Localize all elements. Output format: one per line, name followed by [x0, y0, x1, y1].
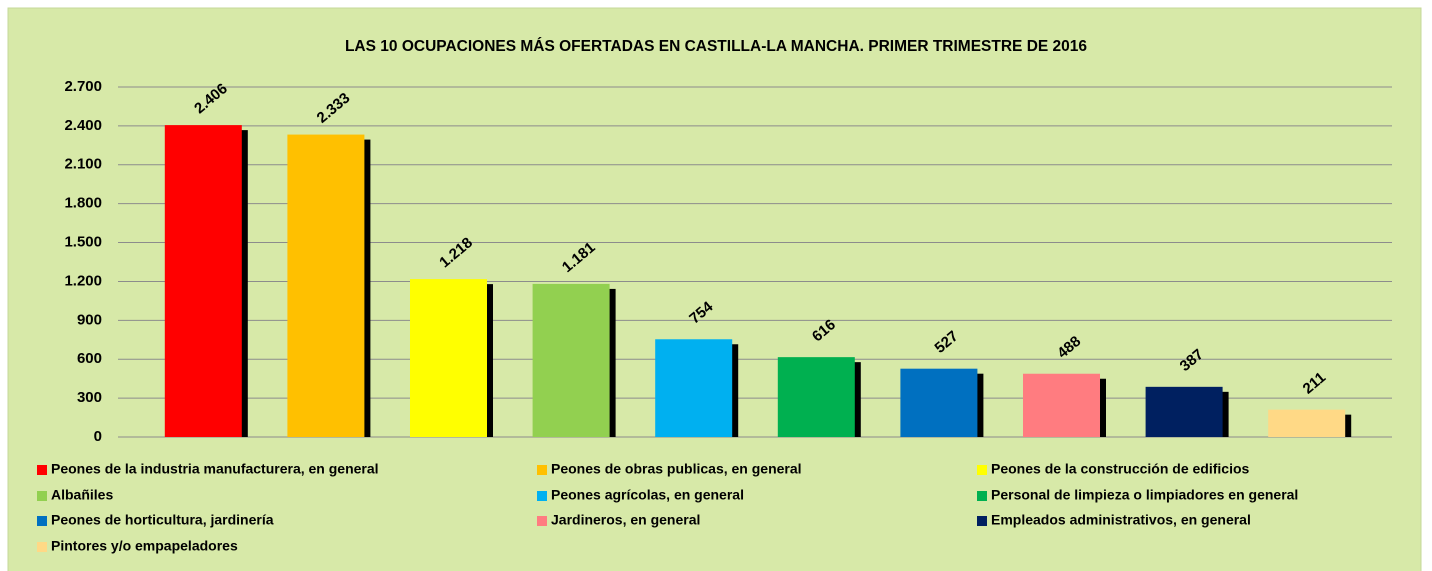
y-tick-label: 1.800 — [64, 195, 102, 212]
legend-label: Peones de horticultura, jardinería — [51, 512, 274, 528]
legend-label: Albañiles — [51, 487, 113, 503]
bar — [777, 357, 855, 437]
y-tick-label: 1.200 — [64, 272, 102, 289]
legend-swatch — [977, 465, 987, 475]
y-tick-label: 600 — [77, 350, 102, 367]
legend-label: Pintores y/o empapeladores — [51, 538, 238, 554]
legend-label: Empleados administrativos, en general — [991, 512, 1251, 528]
legend-swatch — [537, 465, 547, 475]
bar — [900, 368, 978, 437]
legend-swatch — [37, 491, 47, 501]
legend-label: Peones agrícolas, en general — [551, 487, 744, 503]
bar — [164, 125, 242, 437]
y-tick-label: 900 — [77, 311, 102, 328]
chart-title: LAS 10 OCUPACIONES MÁS OFERTADAS EN CAST… — [345, 38, 1087, 55]
legend-swatch — [977, 516, 987, 526]
legend-label: Personal de limpieza o limpiadores en ge… — [991, 487, 1298, 503]
y-tick-label: 2.700 — [64, 78, 102, 95]
legend-swatch — [37, 465, 47, 475]
bar — [1268, 409, 1346, 437]
legend-label: Peones de obras publicas, en general — [551, 461, 802, 477]
y-tick-label: 0 — [94, 428, 102, 445]
y-tick-label: 300 — [77, 389, 102, 406]
legend-swatch — [977, 491, 987, 501]
bar — [532, 283, 610, 437]
legend-label: Peones de la industria manufacturera, en… — [51, 461, 379, 477]
y-tick-label: 2.400 — [64, 117, 102, 134]
legend-label: Peones de la construcción de edificios — [991, 461, 1250, 477]
legend-swatch — [37, 516, 47, 526]
bar — [287, 134, 365, 437]
bar — [1023, 373, 1100, 437]
legend-swatch — [537, 516, 547, 526]
y-tick-label: 1.500 — [64, 234, 102, 251]
bar — [655, 339, 733, 437]
legend-label: Jardineros, en general — [551, 512, 700, 528]
legend-swatch — [537, 491, 547, 501]
legend-swatch — [37, 542, 47, 552]
y-tick-label: 2.100 — [64, 156, 102, 173]
bar — [1145, 386, 1223, 437]
bar — [410, 279, 487, 437]
